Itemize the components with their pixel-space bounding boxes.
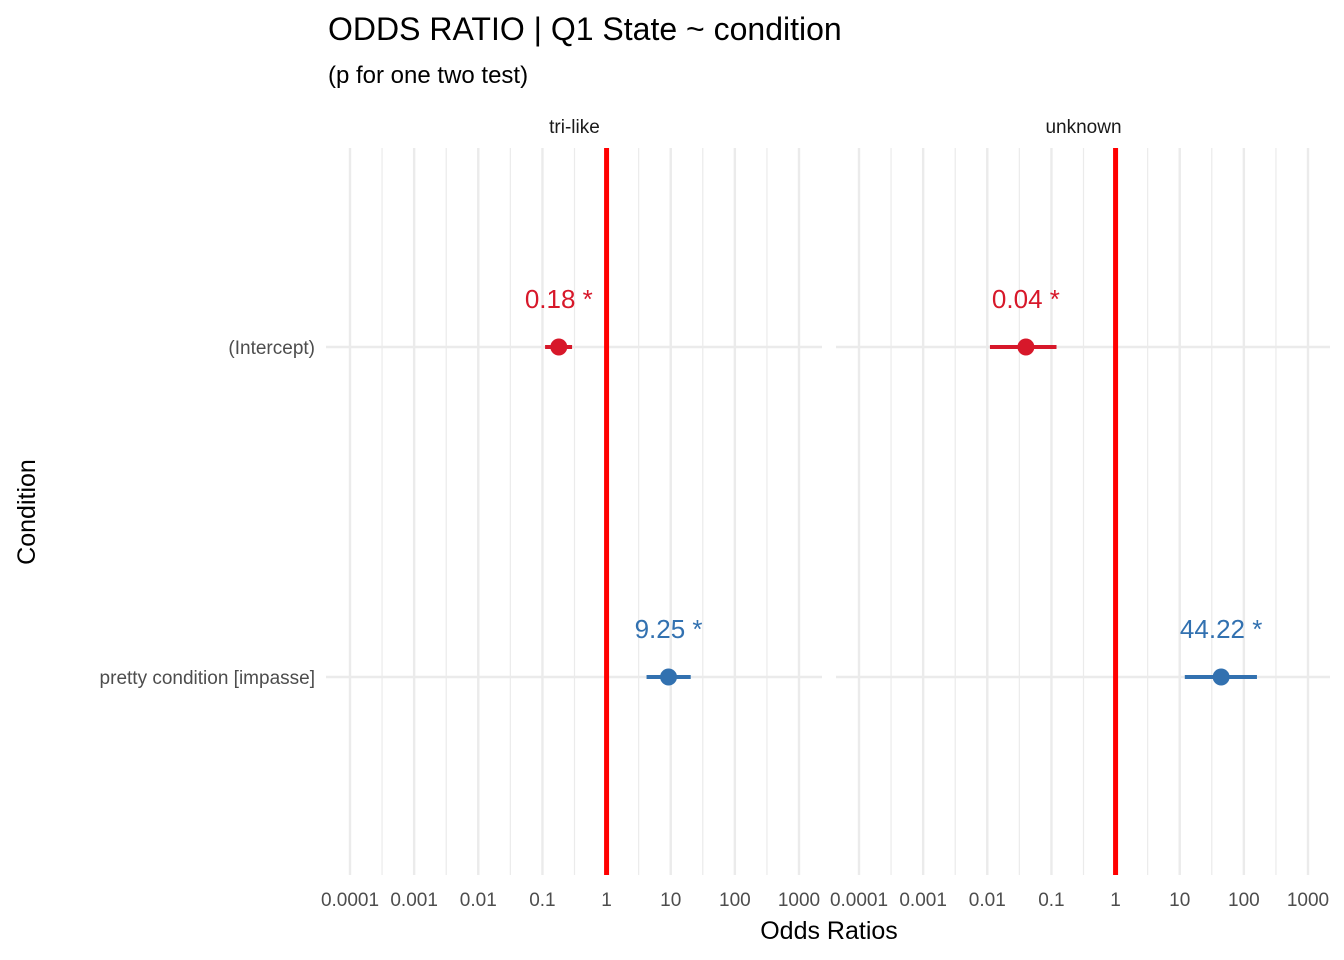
estimate-point <box>550 338 568 356</box>
x-axis-title: Odds Ratios <box>760 917 898 945</box>
data-label: 0.04 * <box>992 284 1060 314</box>
x-tick-label: 100 <box>719 890 751 911</box>
x-tick-label: 10 <box>660 890 681 911</box>
estimate-point <box>1017 338 1035 356</box>
x-tick-label: 0.001 <box>390 890 438 911</box>
x-tick-label: 1000 <box>778 890 820 911</box>
x-tick-label: 1 <box>601 890 612 911</box>
x-tick-label: 1 <box>1110 890 1121 911</box>
x-tick-label: 0.0001 <box>321 890 379 911</box>
data-label: 0.18 * <box>525 284 593 314</box>
facet-label: unknown <box>1045 117 1121 138</box>
x-tick-label: 0.01 <box>460 890 497 911</box>
chart-title: ODDS RATIO | Q1 State ~ condition <box>328 11 842 47</box>
x-tick-label: 0.001 <box>899 890 947 911</box>
estimate-point <box>1212 668 1230 686</box>
plot-area: (Intercept) pretty condition [impasse] tri… <box>100 117 1330 911</box>
x-tick-label: 0.1 <box>1038 890 1064 911</box>
x-tick-label: 0.1 <box>529 890 555 911</box>
x-tick-label: 0.0001 <box>830 890 888 911</box>
y-tick-label: (Intercept) <box>228 338 315 359</box>
data-label: 9.25 * <box>635 614 703 644</box>
y-axis-title: Condition <box>13 459 41 565</box>
y-tick-label: pretty condition [impasse] <box>100 668 315 689</box>
x-tick-label: 100 <box>1228 890 1260 911</box>
x-tick-label: 1000 <box>1287 890 1329 911</box>
x-tick-label: 0.01 <box>969 890 1006 911</box>
estimate-point <box>660 668 678 686</box>
chart-subtitle: (p for one two test) <box>328 62 528 89</box>
x-tick-label: 10 <box>1169 890 1190 911</box>
facet-label: tri-like <box>549 117 600 138</box>
data-label: 44.22 * <box>1180 614 1262 644</box>
